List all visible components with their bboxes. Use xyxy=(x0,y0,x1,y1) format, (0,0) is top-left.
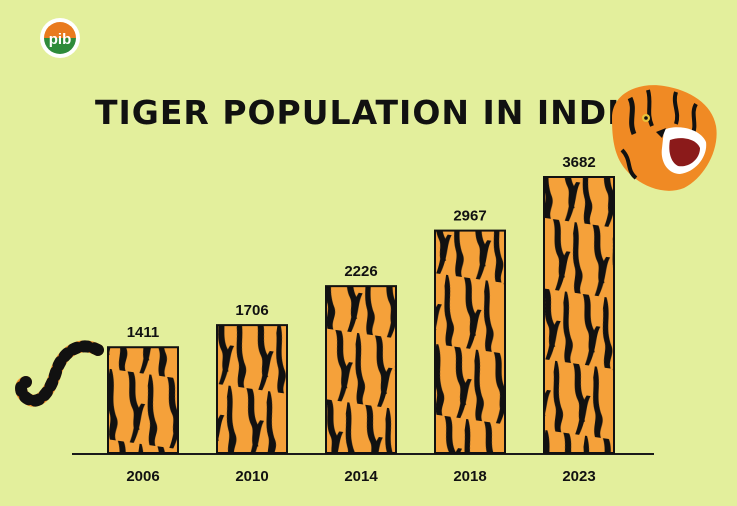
x-tick-label-2006: 2006 xyxy=(126,468,159,485)
tiger-head-illustration xyxy=(612,85,717,191)
x-tick-label-2010: 2010 xyxy=(235,468,268,485)
bar-2006 xyxy=(107,346,179,454)
pib-logo: pib xyxy=(40,18,80,58)
bar-group: 1411 2006 1706 2010 2226 2014 2967 2018 3682 2023 xyxy=(107,154,615,485)
bar-2018 xyxy=(434,229,506,454)
value-label-2018: 2967 xyxy=(453,208,486,225)
tiger-tail-illustration xyxy=(15,340,104,407)
value-label-2014: 2226 xyxy=(344,263,377,280)
x-tick-label-2018: 2018 xyxy=(453,468,486,485)
value-label-2010: 1706 xyxy=(235,302,268,319)
bar-2010 xyxy=(216,324,288,455)
bar-2023 xyxy=(543,176,615,454)
value-label-2023: 3682 xyxy=(562,154,595,171)
x-tick-label-2014: 2014 xyxy=(344,468,378,485)
x-tick-label-2023: 2023 xyxy=(562,468,595,485)
logo-text: pib xyxy=(49,31,72,48)
chart-title: TIGER POPULATION IN INDIA xyxy=(95,93,647,132)
bar-2014 xyxy=(325,285,397,454)
value-label-2006: 1411 xyxy=(127,324,160,341)
